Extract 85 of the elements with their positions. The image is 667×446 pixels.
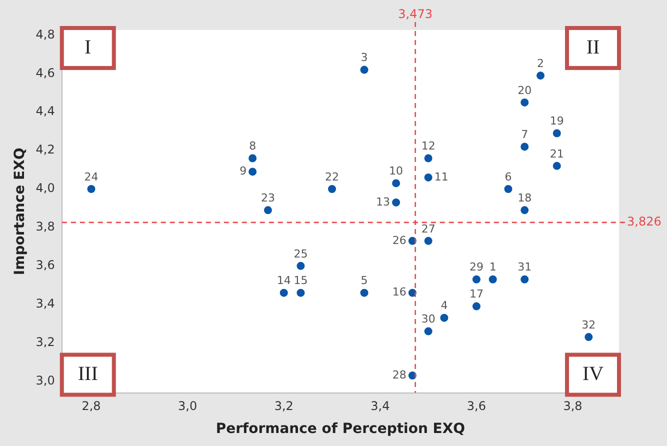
point xyxy=(520,98,529,106)
annotation: 19 xyxy=(550,114,564,128)
point xyxy=(248,168,257,176)
annotation: 26 xyxy=(392,234,406,247)
y-tick-label: 4,4 xyxy=(36,104,55,118)
y-tick-label: 4,2 xyxy=(36,142,55,157)
annotation: 12 xyxy=(421,140,436,153)
point xyxy=(87,185,96,193)
point xyxy=(584,333,593,342)
point xyxy=(392,198,400,206)
point xyxy=(296,288,305,297)
x-tick-label: 3,6 xyxy=(466,399,486,414)
point xyxy=(520,206,529,214)
annotation: 27 xyxy=(421,222,436,236)
point xyxy=(552,129,561,138)
y-tick-label: 3,8 xyxy=(36,220,55,234)
annotation: 22 xyxy=(325,170,340,184)
annotation: 32 xyxy=(582,318,596,332)
point xyxy=(472,302,480,310)
point xyxy=(472,275,480,284)
x-tick-label: 3,8 xyxy=(563,399,582,414)
point xyxy=(424,154,432,162)
point xyxy=(392,179,400,188)
annotation: 23 xyxy=(260,192,275,205)
point xyxy=(280,288,288,297)
point xyxy=(520,275,529,284)
annotation: 29 xyxy=(469,260,484,274)
x-axis-title: Performance of Perception EXQ xyxy=(216,421,466,438)
y-tick-label: 4,6 xyxy=(36,66,55,80)
y-tick-label: 4,0 xyxy=(36,181,55,196)
annotation: 28 xyxy=(392,368,406,382)
annotation: 31 xyxy=(518,260,532,274)
annotation: 3 xyxy=(360,51,368,64)
y-tick-label: 3,6 xyxy=(36,258,55,272)
annotation: 4 xyxy=(440,299,448,312)
point xyxy=(328,185,336,193)
point xyxy=(424,173,432,182)
annotation: III xyxy=(78,363,98,386)
y-tick-label: 3,2 xyxy=(36,334,55,349)
annotation: 24 xyxy=(84,170,98,184)
annotation: 25 xyxy=(294,247,308,260)
annotation: 16 xyxy=(392,286,406,299)
annotation: 11 xyxy=(434,170,448,184)
annotation: 10 xyxy=(389,164,404,178)
annotation: 14 xyxy=(276,274,291,288)
annotation: 5 xyxy=(360,274,368,288)
point xyxy=(264,206,272,214)
annotation: 13 xyxy=(376,195,390,208)
y-tick-label: 3,0 xyxy=(36,373,55,388)
annotation: 7 xyxy=(521,128,528,142)
y-tick-label: 3,4 xyxy=(36,296,55,310)
annotation: 17 xyxy=(469,288,484,301)
annotation: 2 xyxy=(537,56,544,70)
annotation: II xyxy=(586,36,600,58)
annotation: 30 xyxy=(421,312,436,326)
ref-line-label: 3,473 xyxy=(398,7,432,22)
annotation: 8 xyxy=(249,140,256,153)
x-tick-label: 3,0 xyxy=(178,399,198,414)
y-tick-label: 4,8 xyxy=(36,27,55,42)
annotation: 18 xyxy=(518,192,532,205)
point xyxy=(424,236,432,245)
point xyxy=(504,185,512,193)
point xyxy=(536,72,545,80)
x-tick-label: 3,4 xyxy=(370,399,390,414)
point xyxy=(296,262,305,270)
point xyxy=(520,142,529,151)
annotation: 20 xyxy=(518,84,532,97)
point xyxy=(552,162,561,170)
y-axis-title: Importance EXQ xyxy=(12,148,28,276)
annotation: I xyxy=(84,36,92,58)
annotation: IV xyxy=(582,363,604,386)
annotation: 21 xyxy=(550,147,564,160)
point xyxy=(424,327,432,336)
point xyxy=(488,275,497,284)
ref-line-label: 3,826 xyxy=(627,214,662,229)
x-tick-label: 3,2 xyxy=(274,399,294,414)
annotation: 1 xyxy=(489,260,496,274)
annotation: 6 xyxy=(504,170,512,184)
point xyxy=(440,314,448,322)
point xyxy=(360,288,368,297)
annotation: 9 xyxy=(240,164,247,178)
point xyxy=(248,154,257,162)
x-tick-label: 2,8 xyxy=(82,399,101,414)
point xyxy=(360,66,368,74)
annotation: 15 xyxy=(294,274,308,288)
